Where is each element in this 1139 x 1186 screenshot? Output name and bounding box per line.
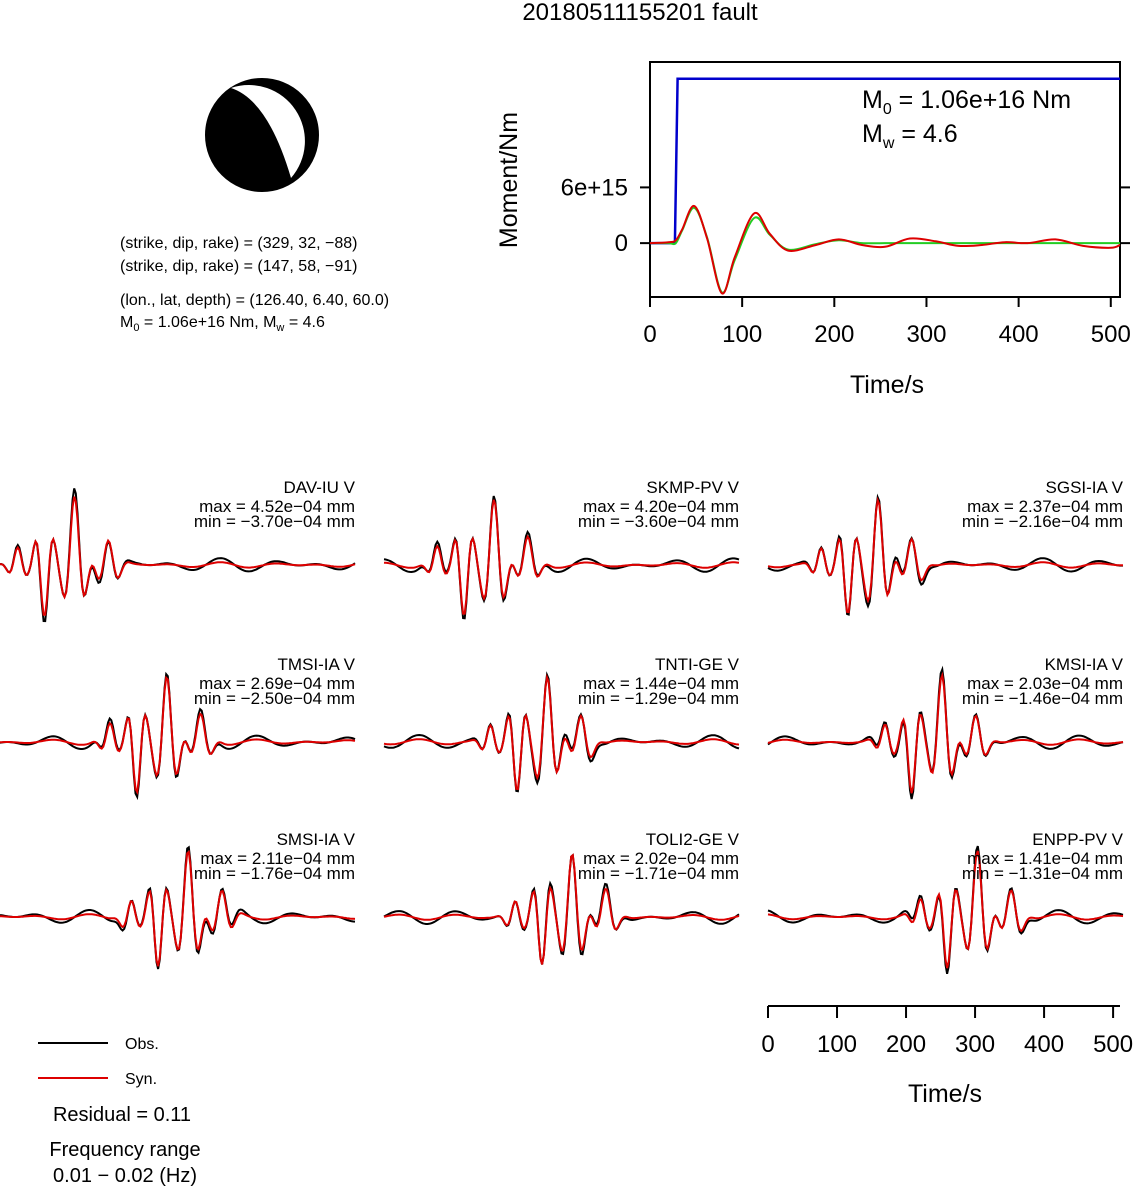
waveform-x-tick-label: 300 [955,1031,995,1058]
station-name: SKMP-PV V [646,478,739,497]
station-min: min = −2.50e−04 mm [194,689,355,708]
station-min: min = −1.31e−04 mm [962,864,1123,883]
moment-x-ticks: 0 100 200 300 400 500 [643,297,1131,348]
station-max: max = 2.11e−04 mm [200,849,355,868]
waveform-x-label: Time/s [908,1080,982,1108]
station-name: ENPP-PV V [1032,830,1123,849]
station-min: min = −2.16e−04 mm [962,512,1123,531]
nodal-plane-2: (strike, dip, rake) = (147, 58, −91) [120,258,357,275]
beachball [205,78,319,192]
synthetic-rate-line [649,205,1121,295]
station-name: SMSI-IA V [277,830,356,849]
moment-y-ticks: 0 6e+15 [561,174,1130,257]
model-rate-line [650,206,1120,294]
hypocenter: (lon., lat, depth) = (126.40, 6.40, 60.0… [120,292,389,309]
beachball-white-lune [231,85,305,178]
station-name: TNTI-GE V [655,655,740,674]
station-max: max = 4.52e−04 mm [199,497,355,516]
station-name: SGSI-IA V [1046,478,1124,497]
moment-m0-annotation: M0 = 1.06e+16 Nm [862,86,1071,118]
station-max: max = 2.69e−04 mm [199,674,355,693]
legend-syn-label: Syn. [125,1071,157,1088]
station-min: min = −3.60e−04 mm [578,512,739,531]
moment-x-tick-label: 0 [643,321,656,348]
waveform-x-tick-label: 0 [761,1031,774,1058]
moment-plot: 0 100 200 300 400 500 0 6e+15 Time/s Moment/Nm… [495,61,1131,399]
figure-title: 20180511155201 fault [522,0,758,26]
station-max: max = 1.41e−04 mm [967,849,1123,868]
station-min: min = −3.70e−04 mm [194,512,355,531]
residual-text: Residual = 0.11 [53,1104,191,1126]
legend: Obs. Syn. [38,1036,159,1088]
moment-x-tick-label: 200 [814,321,854,348]
waveform-x-ticks: 0 100 200 300 400 500 [761,1006,1133,1058]
nodal-plane-1: (strike, dip, rake) = (329, 32, −88) [120,235,357,252]
moment-y-label: Moment/Nm [495,112,523,248]
waveform-x-tick-label: 200 [886,1031,926,1058]
station-name: DAV-IU V [284,478,356,497]
station-name: TMSI-IA V [278,655,356,674]
moment-series [649,77,1121,295]
station-min: min = −1.29e−04 mm [578,689,739,708]
frequency-title: Frequency range [49,1139,200,1161]
magnitude-line: M0 = 1.06e+16 Nm, Mw = 4.6 [120,314,325,334]
legend-obs-label: Obs. [125,1036,159,1053]
source-info: (strike, dip, rake) = (329, 32, −88) (st… [120,235,389,334]
moment-y-tick-label: 0 [615,230,628,257]
moment-x-tick-label: 400 [999,321,1039,348]
synthetic-trace [767,496,1124,614]
synthetic-trace [0,850,356,967]
synthetic-trace [0,675,356,795]
station-min: min = −1.71e−04 mm [578,864,739,883]
station-max: max = 4.20e−04 mm [583,497,739,516]
synthetic-trace [383,853,740,965]
waveform-time-axis: 0 100 200 300 400 500 Time/s [761,1005,1133,1108]
synthetic-trace [0,496,356,616]
waveform-x-tick-label: 100 [817,1031,857,1058]
waveform-x-tick-label: 500 [1093,1031,1133,1058]
moment-plot-frame [649,61,1121,298]
station-min: min = −1.46e−04 mm [962,689,1123,708]
synthetic-trace [383,499,740,615]
station-max: max = 1.44e−04 mm [583,674,739,693]
moment-x-label: Time/s [850,371,924,399]
station-max: max = 2.03e−04 mm [967,674,1123,693]
station-max: max = 2.02e−04 mm [583,849,739,868]
station-max: max = 2.37e−04 mm [967,497,1123,516]
station-name: KMSI-IA V [1045,655,1124,674]
station-name: TOLI2-GE V [646,830,740,849]
moment-y-tick-label: 6e+15 [561,174,628,201]
frequency-value: 0.01 − 0.02 (Hz) [53,1165,197,1186]
observed-trace [0,845,356,970]
moment-x-tick-label: 500 [1091,321,1131,348]
waveform-x-tick-label: 400 [1024,1031,1064,1058]
station-min: min = −1.76e−04 mm [194,864,355,883]
synthetic-trace [767,850,1124,969]
moment-x-tick-label: 300 [906,321,946,348]
moment-x-tick-label: 100 [722,321,762,348]
moment-mw-annotation: Mw = 4.6 [862,120,958,152]
synthetic-trace [383,673,740,791]
synthetic-trace [767,671,1124,794]
